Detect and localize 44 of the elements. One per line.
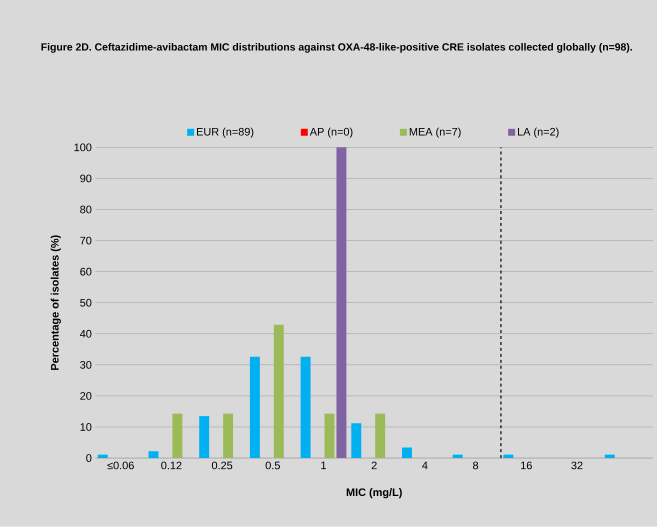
x-tick-label: 1 [321,462,326,470]
bar [300,356,311,458]
bar [604,454,615,458]
x-tick-label: 0.5 [266,462,280,470]
y-axis-title: Percentage of isolates (%) [50,235,61,370]
x-tick-label: 8 [473,462,478,470]
y-tick-label: 80 [80,206,92,214]
bar [274,324,284,458]
y-tick-label: 50 [80,298,92,307]
x-tick-label: 0.12 [161,462,182,470]
bar [223,414,234,458]
y-tick-label: 0 [86,454,92,462]
bar [324,414,334,458]
legend-label: LA (n=2) [518,128,559,138]
bar [98,454,108,458]
bar [452,454,463,458]
chart-title: Figure 2D. Ceftazidime-avibactam MIC distributions against OXA-48-like-positive CRE isolates collected globally (n=98). [42,43,632,53]
bar [250,356,260,458]
legend-label: MEA (n=7) [410,128,461,138]
y-tick-label: 40 [80,330,92,338]
bar [503,454,514,458]
x-tick-label: 0.25 [212,462,232,470]
bar [402,448,412,458]
y-tick-label: 30 [80,361,92,369]
x-axis-title: MIC (mg/L) [346,488,402,498]
bar [375,414,386,458]
legend-label: EUR (n=89) [197,128,254,138]
y-tick-label: 70 [80,236,92,245]
x-tick-label: ≤0.06 [107,462,134,470]
x-tick-label: 4 [422,462,428,470]
y-tick-label: 60 [80,268,92,276]
y-tick-label: 100 [74,144,92,152]
x-tick-label: 32 [571,462,582,470]
y-tick-label: 20 [80,392,92,400]
bar [199,416,210,458]
bar [336,147,346,458]
x-tick-label: 2 [372,462,377,470]
bar [172,414,182,458]
x-tick-label: 16 [521,462,532,470]
y-tick-label: 90 [80,174,92,182]
y-tick-label: 10 [80,423,92,431]
legend-label: AP (n=0) [310,128,352,138]
bar [148,451,158,458]
bar [351,423,362,458]
